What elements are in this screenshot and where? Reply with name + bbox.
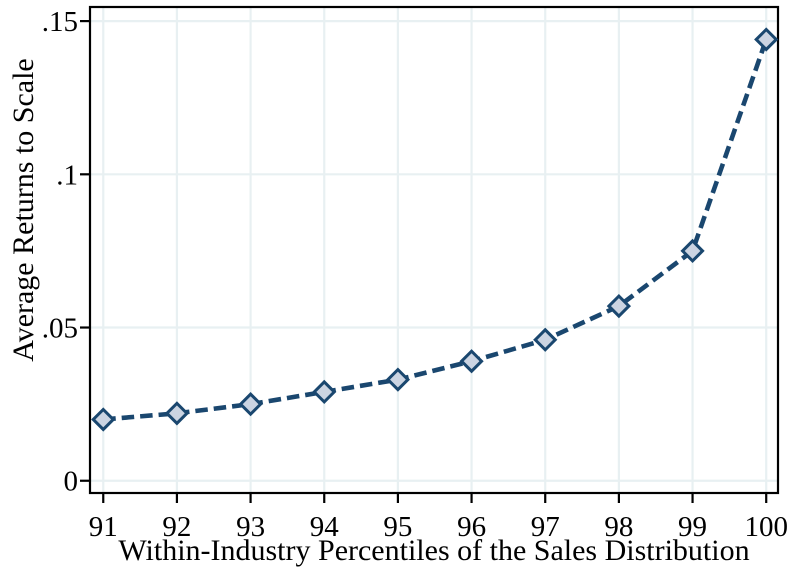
x-tick-label: 93 <box>236 511 265 543</box>
x-tick-label: 97 <box>531 511 560 543</box>
y-tick-label: .15 <box>42 6 78 38</box>
data-point-marker <box>312 379 337 404</box>
data-point-marker <box>91 407 116 432</box>
data-point-marker <box>164 401 190 426</box>
axis-ticks <box>80 19 768 503</box>
data-point-marker <box>680 238 705 264</box>
x-tick-label: 100 <box>744 511 788 543</box>
y-axis-title: Average Returns to Scale <box>7 58 40 362</box>
data-point-marker <box>385 367 411 392</box>
tick-labels: 91 92 93 94 95 96 97 98 99 100 0 .05 .1 .15 <box>42 6 788 543</box>
plot-border <box>88 5 780 495</box>
y-tick-label: .05 <box>42 313 78 345</box>
x-tick-label: 99 <box>678 511 707 543</box>
gridlines <box>91 8 777 492</box>
data-point-marker <box>754 27 779 52</box>
x-tick-label: 94 <box>310 511 340 543</box>
x-tick-label: 91 <box>89 511 118 543</box>
data-point-marker <box>533 327 558 352</box>
y-tick-label: .1 <box>56 159 78 191</box>
data-series <box>91 27 779 432</box>
x-tick-label: 95 <box>383 511 412 543</box>
data-point-marker <box>606 293 632 319</box>
x-tick-label: 92 <box>162 511 191 543</box>
y-tick-label: 0 <box>64 466 79 498</box>
series-line <box>103 38 769 422</box>
x-tick-label: 96 <box>457 511 486 543</box>
data-point-marker <box>459 349 484 374</box>
x-axis-title: Within-Industry Percentiles of the Sales… <box>118 534 749 567</box>
data-point-marker <box>238 392 263 417</box>
x-tick-label: 98 <box>604 511 633 543</box>
